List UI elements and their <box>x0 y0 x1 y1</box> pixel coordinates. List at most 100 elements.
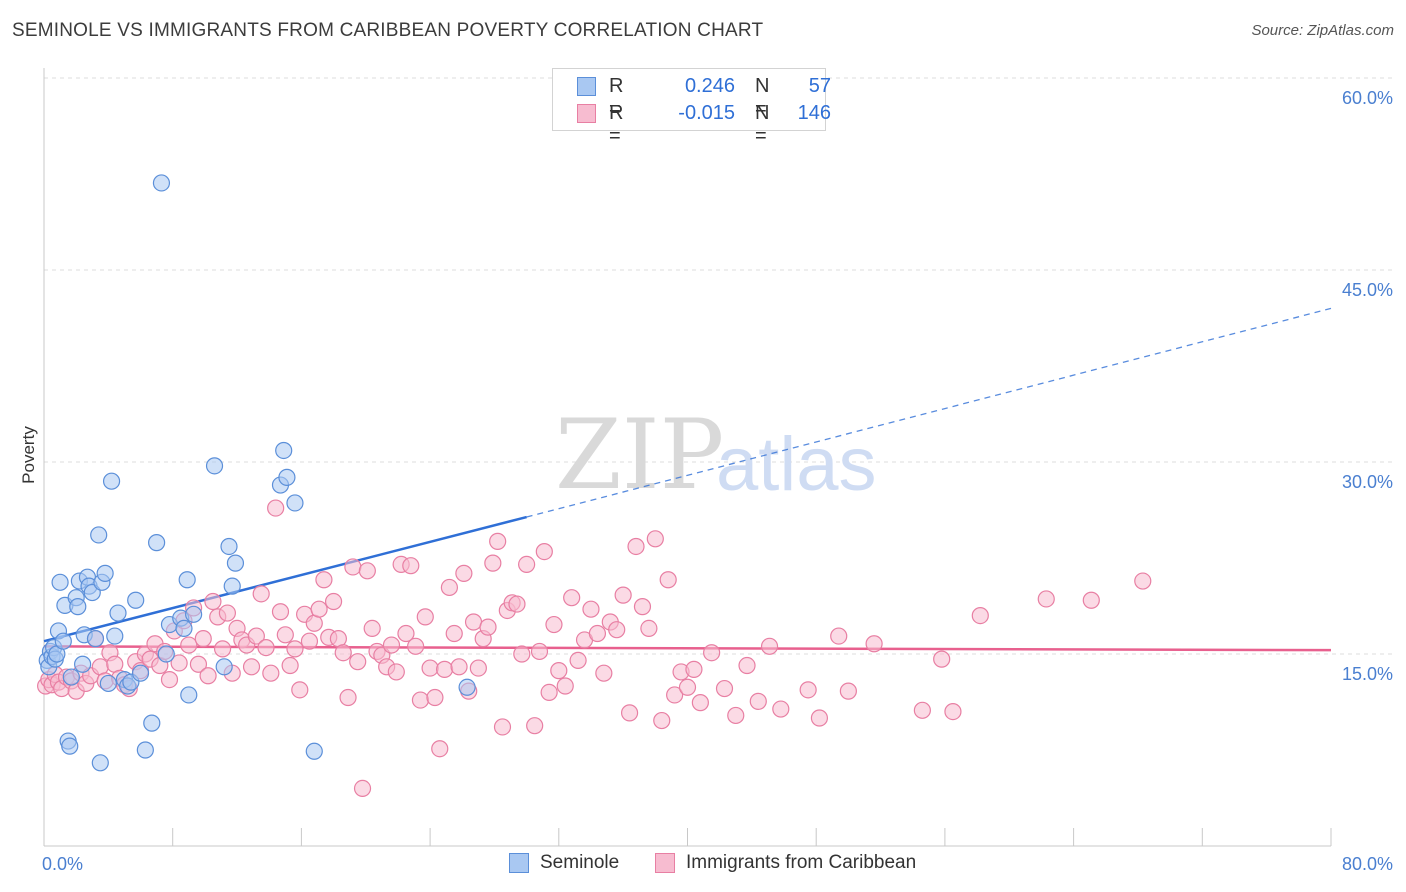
caribbean-point[interactable] <box>257 638 275 657</box>
caribbean-point[interactable] <box>1037 590 1055 608</box>
seminole-point[interactable] <box>215 658 233 676</box>
caribbean-point[interactable] <box>291 681 309 699</box>
caribbean-point[interactable] <box>252 585 270 603</box>
caribbean-point[interactable] <box>300 632 319 650</box>
seminole-point[interactable] <box>305 742 323 760</box>
caribbean-point[interactable] <box>334 644 352 662</box>
caribbean-point[interactable] <box>435 660 454 678</box>
seminole-point[interactable] <box>157 645 175 663</box>
seminole-point[interactable] <box>226 554 245 572</box>
caribbean-point[interactable] <box>271 603 290 621</box>
caribbean-point[interactable] <box>772 700 790 718</box>
caribbean-point[interactable] <box>703 644 721 662</box>
caribbean-point[interactable] <box>563 589 581 607</box>
caribbean-point[interactable] <box>508 595 526 613</box>
seminole-point[interactable] <box>86 630 105 648</box>
caribbean-point[interactable] <box>556 677 574 695</box>
caribbean-point[interactable] <box>160 670 179 689</box>
caribbean-point[interactable] <box>469 659 487 677</box>
caribbean-point[interactable] <box>387 663 405 681</box>
seminole-point[interactable] <box>148 534 166 552</box>
caribbean-point[interactable] <box>839 682 857 700</box>
seminole-point[interactable] <box>143 714 161 732</box>
caribbean-point[interactable] <box>582 600 600 618</box>
caribbean-point[interactable] <box>218 604 236 622</box>
caribbean-point[interactable] <box>913 701 931 719</box>
caribbean-point[interactable] <box>550 662 568 680</box>
caribbean-point[interactable] <box>865 635 883 653</box>
caribbean-point[interactable] <box>344 558 362 576</box>
caribbean-point[interactable] <box>199 667 217 685</box>
seminole-point[interactable] <box>54 632 72 650</box>
caribbean-point[interactable] <box>421 659 439 677</box>
seminole-point[interactable] <box>91 754 109 772</box>
seminole-point[interactable] <box>178 571 196 589</box>
caribbean-point[interactable] <box>666 686 684 704</box>
caribbean-point[interactable] <box>397 624 415 643</box>
caribbean-point[interactable] <box>971 606 989 625</box>
caribbean-point[interactable] <box>484 554 502 572</box>
caribbean-point[interactable] <box>691 694 709 712</box>
caribbean-point[interactable] <box>830 627 848 645</box>
caribbean-point[interactable] <box>633 598 652 616</box>
caribbean-point[interactable] <box>407 637 425 655</box>
caribbean-point[interactable] <box>627 537 645 556</box>
caribbean-point[interactable] <box>727 706 745 725</box>
caribbean-point[interactable] <box>933 650 951 668</box>
caribbean-point[interactable] <box>620 704 639 722</box>
caribbean-point[interactable] <box>189 655 208 673</box>
caribbean-point[interactable] <box>685 660 703 678</box>
caribbean-point[interactable] <box>608 621 626 639</box>
caribbean-point[interactable] <box>526 717 544 735</box>
seminole-point[interactable] <box>205 457 224 475</box>
seminole-point[interactable] <box>96 564 114 582</box>
caribbean-point[interactable] <box>489 532 507 550</box>
caribbean-point[interactable] <box>276 626 294 644</box>
caribbean-point[interactable] <box>659 571 677 589</box>
caribbean-point[interactable] <box>535 542 553 561</box>
caribbean-point[interactable] <box>262 664 280 682</box>
caribbean-point[interactable] <box>431 740 449 758</box>
caribbean-point[interactable] <box>450 658 468 676</box>
caribbean-point[interactable] <box>653 711 671 730</box>
caribbean-point[interactable] <box>569 651 587 670</box>
caribbean-point[interactable] <box>760 637 779 655</box>
caribbean-point[interactable] <box>349 653 367 671</box>
caribbean-point[interactable] <box>455 564 473 582</box>
caribbean-point[interactable] <box>213 640 232 658</box>
caribbean-point[interactable] <box>540 683 558 702</box>
data-points[interactable] <box>37 174 1152 798</box>
caribbean-point[interactable] <box>440 578 459 597</box>
caribbean-point[interactable] <box>479 618 497 636</box>
seminole-point[interactable] <box>136 741 154 759</box>
caribbean-point[interactable] <box>281 656 299 675</box>
seminole-point[interactable] <box>69 598 87 616</box>
caribbean-point[interactable] <box>799 681 817 699</box>
caribbean-point[interactable] <box>426 688 444 707</box>
caribbean-point[interactable] <box>267 499 285 517</box>
seminole-point[interactable] <box>286 494 304 512</box>
caribbean-point[interactable] <box>363 619 381 638</box>
seminole-point[interactable] <box>90 526 108 544</box>
caribbean-point[interactable] <box>588 624 607 643</box>
caribbean-point[interactable] <box>411 691 430 709</box>
caribbean-point[interactable] <box>738 656 756 675</box>
caribbean-point[interactable] <box>286 640 304 658</box>
seminole-point[interactable] <box>175 619 193 638</box>
caribbean-point[interactable] <box>749 692 767 710</box>
caribbean-point[interactable] <box>324 592 343 611</box>
seminole-point[interactable] <box>127 591 145 609</box>
caribbean-point[interactable] <box>493 718 512 736</box>
seminole-point[interactable] <box>99 674 117 693</box>
seminole-point[interactable] <box>458 678 476 696</box>
caribbean-point[interactable] <box>170 654 188 672</box>
caribbean-point[interactable] <box>382 636 401 654</box>
seminole-point[interactable] <box>102 472 121 490</box>
caribbean-point[interactable] <box>646 530 664 548</box>
caribbean-point[interactable] <box>194 630 212 648</box>
seminole-point[interactable] <box>180 686 198 704</box>
caribbean-point[interactable] <box>310 600 328 618</box>
caribbean-point[interactable] <box>513 645 531 663</box>
caribbean-point[interactable] <box>242 658 261 676</box>
seminole-point[interactable] <box>74 655 92 673</box>
